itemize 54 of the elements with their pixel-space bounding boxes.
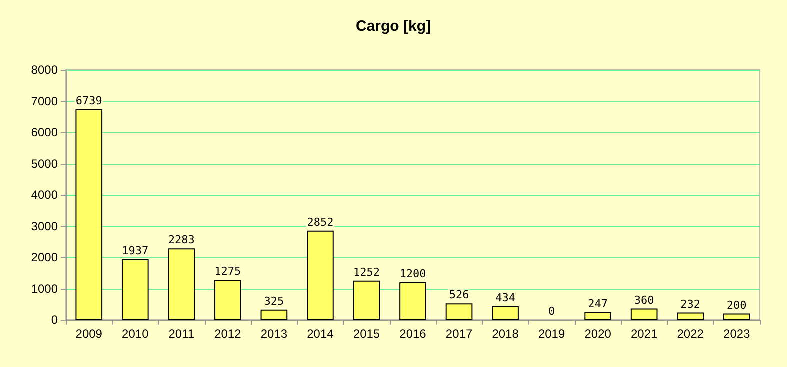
y-tick-label: 3000 [31, 219, 58, 234]
bar [122, 259, 149, 320]
x-tick-label: 2022 [677, 327, 704, 341]
bar [76, 109, 103, 320]
x-tick-label: 2011 [168, 327, 195, 341]
x-tick-label: 2012 [214, 327, 242, 341]
data-label: 0 [548, 305, 556, 318]
y-tick-label: 1000 [31, 282, 58, 296]
bar [677, 312, 704, 320]
x-tick-label: 2023 [724, 327, 751, 341]
data-label: 200 [726, 298, 747, 312]
x-tick-label: 2021 [630, 327, 658, 341]
bar [400, 282, 426, 320]
bar [446, 304, 473, 320]
x-tick-label: 2010 [122, 327, 150, 341]
data-label: 325 [264, 294, 284, 308]
y-tick-label: 8000 [31, 63, 58, 77]
data-label: 232 [680, 298, 701, 311]
data-label: 247 [588, 297, 608, 310]
bar [214, 280, 242, 320]
y-tick-label: 7000 [31, 94, 58, 108]
y-tick-label: 6000 [31, 126, 58, 140]
x-tick-label: 2015 [353, 327, 380, 341]
x-tick-label: 2017 [446, 327, 473, 341]
data-label: 6739 [76, 94, 102, 108]
bar [168, 248, 196, 320]
bar [630, 308, 658, 320]
x-tick-label: 2014 [307, 327, 334, 341]
bar [260, 310, 288, 320]
y-tick-label: 4000 [31, 188, 58, 202]
x-tick-label: 2013 [260, 327, 288, 341]
y-tick-label: 5000 [31, 156, 58, 171]
x-tick-label: 2018 [492, 327, 520, 341]
bar [492, 306, 519, 320]
x-tick-label: 2016 [400, 327, 427, 341]
data-label: 434 [496, 291, 516, 304]
y-tick-label: 2000 [31, 250, 58, 264]
data-label: 2852 [307, 216, 334, 229]
x-tick-label: 2019 [538, 327, 566, 341]
data-label: 360 [634, 294, 654, 307]
data-label: 2283 [168, 234, 195, 247]
bar [584, 312, 612, 320]
bar [307, 230, 334, 320]
data-label: 1200 [400, 268, 426, 280]
data-label: 1275 [214, 265, 242, 278]
bar [353, 280, 380, 320]
data-label: 526 [449, 288, 470, 302]
x-tick-label: 2020 [584, 327, 612, 341]
x-tick-label: 2009 [76, 327, 103, 341]
y-tick-label: 0 [51, 313, 58, 327]
data-label: 1252 [353, 266, 380, 279]
bar [723, 314, 750, 320]
data-label: 1937 [122, 244, 149, 258]
chart-title: Cargo [kg] [356, 18, 432, 35]
